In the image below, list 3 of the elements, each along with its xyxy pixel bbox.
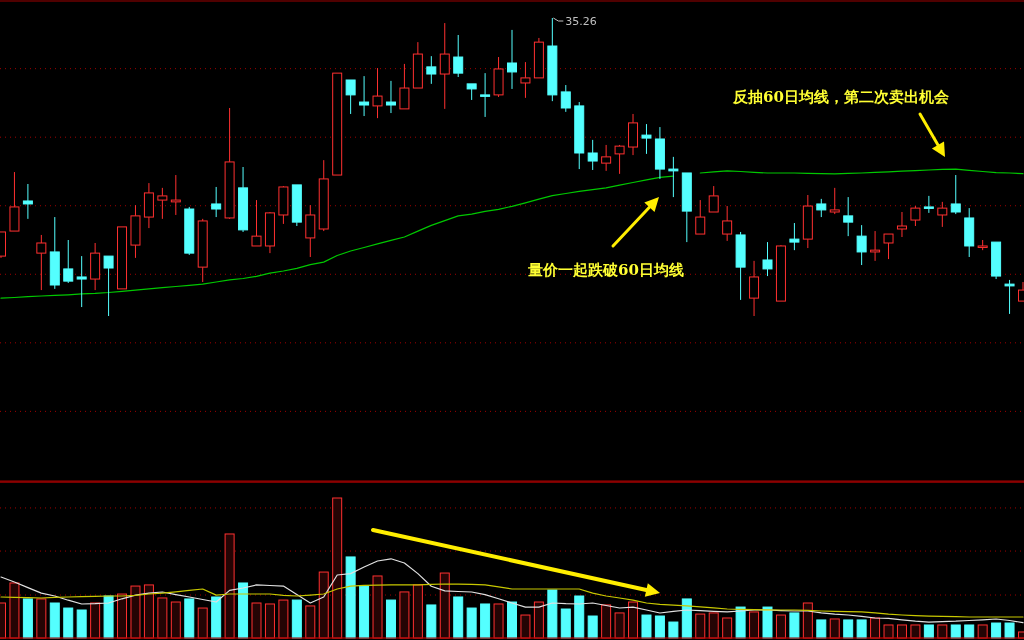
annotation: 反抽60日均线，第二次卖出机会 bbox=[732, 88, 950, 106]
annotation: 35.26 bbox=[565, 15, 597, 28]
annotation: 量价一起跌破60日均线 bbox=[527, 261, 684, 279]
